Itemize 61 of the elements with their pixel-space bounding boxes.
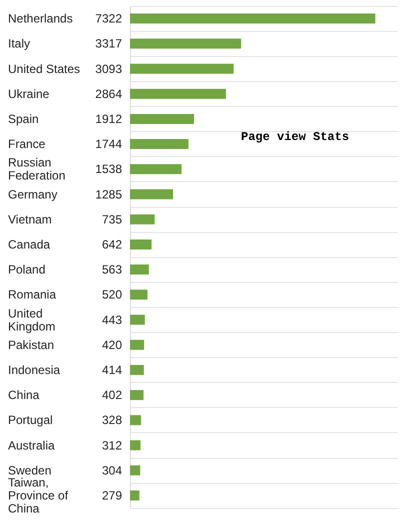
y-tick-label: Portugal [8,413,53,428]
y-tick-label: United States [8,62,80,76]
data-label: 1744 [95,137,122,152]
data-label: 328 [102,413,122,428]
y-tick-label: Germany [8,187,58,202]
bar [130,364,144,375]
y-tick-label: Sweden [8,463,52,478]
bar [130,264,149,275]
bar [130,290,148,300]
bar [130,114,194,124]
data-label: 2864 [95,86,122,101]
data-label: 414 [102,362,122,377]
y-tick-label: Italy [8,36,30,51]
bar [130,189,174,200]
bar [130,214,155,224]
bar [130,490,140,500]
data-label: 520 [102,288,122,302]
text: Page view Stats [241,130,350,144]
y-tick-label: Russian Federation [8,156,66,183]
bar [130,64,234,74]
bar [130,314,145,325]
data-label: 1285 [95,187,122,202]
data-label: 7322 [95,12,122,26]
data-label: 1912 [95,112,122,126]
data-label: 279 [102,488,122,502]
y-tick-label: Pakistan [8,338,54,352]
data-label: 3093 [95,62,122,76]
data-label: 563 [102,262,122,277]
data-label: 420 [102,338,122,352]
y-tick-label: Vietnam [8,212,52,226]
bar [130,164,182,174]
bar [130,340,144,350]
bar [130,38,242,49]
y-tick-label: Poland [8,262,46,277]
data-label: 642 [102,237,122,252]
bar [130,415,141,426]
data-label: 1538 [95,162,122,176]
data-label: 304 [102,463,122,478]
bar [130,139,188,150]
data-label: 312 [102,438,122,452]
bar [130,440,140,450]
y-tick-label: Netherlands [8,12,73,26]
y-tick-label: China [8,388,40,402]
bar [130,390,144,400]
y-tick-label: Taiwan, Province of China [8,475,72,516]
bar [130,239,152,250]
y-tick-label: Australia [8,438,56,452]
data-label: 735 [102,212,122,226]
data-label: 402 [102,388,122,402]
y-tick-label: United Kingdom [8,306,56,334]
y-tick-label: Indonesia [8,362,60,377]
bar [130,88,226,99]
y-tick-label: Ukraine [8,86,50,101]
bar [130,465,140,476]
y-tick-label: Spain [8,112,39,126]
y-tick-label: Romania [8,288,56,302]
y-tick-label: France [8,137,46,152]
bar [130,14,376,24]
data-label: 443 [102,312,122,327]
y-tick-label: Canada [8,237,50,252]
data-label: 3317 [95,36,122,51]
